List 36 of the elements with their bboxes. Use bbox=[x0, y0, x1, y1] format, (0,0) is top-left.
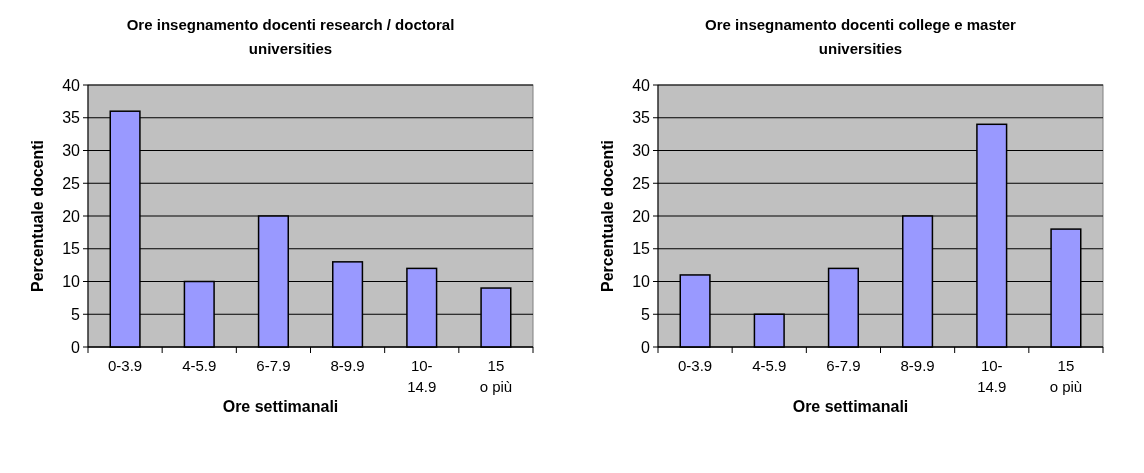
x-tick-label: 10-14.9 bbox=[407, 357, 437, 395]
y-tick-label: 20 bbox=[632, 207, 651, 225]
y-tick-label: 5 bbox=[71, 305, 81, 323]
x-tick-label: 4-5.9 bbox=[752, 357, 787, 374]
chart-title: Ore insegnamento docenti college e master universities bbox=[705, 16, 1017, 57]
y-tick-label: 30 bbox=[632, 142, 651, 160]
x-tick-label: 4-5.9 bbox=[182, 357, 217, 374]
y-tick-label: 20 bbox=[62, 207, 81, 225]
x-axis-title: Ore settimanali bbox=[792, 398, 909, 415]
x-tick-label: 8-9.9 bbox=[330, 357, 365, 374]
x-tick-label: 0-3.9 bbox=[677, 357, 713, 374]
y-tick-label: 0 bbox=[641, 338, 651, 356]
x-tick-label: 6-7.9 bbox=[826, 357, 861, 374]
y-tick-label: 35 bbox=[632, 109, 651, 127]
y-tick-label: 25 bbox=[62, 174, 81, 192]
x-tick-label: 0-3.9 bbox=[107, 357, 143, 374]
y-tick-label: 10 bbox=[62, 273, 81, 291]
y-tick-label: 35 bbox=[62, 109, 81, 127]
y-axis-title: Percentuale docenti bbox=[29, 139, 46, 293]
y-tick-label: 40 bbox=[62, 76, 81, 94]
y-tick-label: 10 bbox=[632, 273, 651, 291]
x-axis-title: Ore settimanali bbox=[222, 398, 339, 415]
y-tick-label: 40 bbox=[632, 76, 651, 94]
y-tick-label: 30 bbox=[62, 142, 81, 160]
chart-title: Ore insegnamento docenti research / doctoral universities bbox=[126, 16, 455, 57]
y-tick-label: 5 bbox=[641, 305, 651, 323]
x-tick-label: 8-9.9 bbox=[900, 357, 935, 374]
y-tick-label: 25 bbox=[632, 174, 651, 192]
y-tick-label: 15 bbox=[632, 240, 651, 258]
x-tick-label: 15 o più bbox=[1049, 357, 1083, 395]
x-tick-label: 15 o più bbox=[479, 357, 513, 395]
y-tick-label: 15 bbox=[62, 240, 81, 258]
x-tick-label: 10-14.9 bbox=[977, 357, 1007, 395]
x-tick-label: 6-7.9 bbox=[256, 357, 291, 374]
y-axis-title: Percentuale docenti bbox=[599, 139, 616, 293]
y-tick-label: 0 bbox=[71, 338, 81, 356]
